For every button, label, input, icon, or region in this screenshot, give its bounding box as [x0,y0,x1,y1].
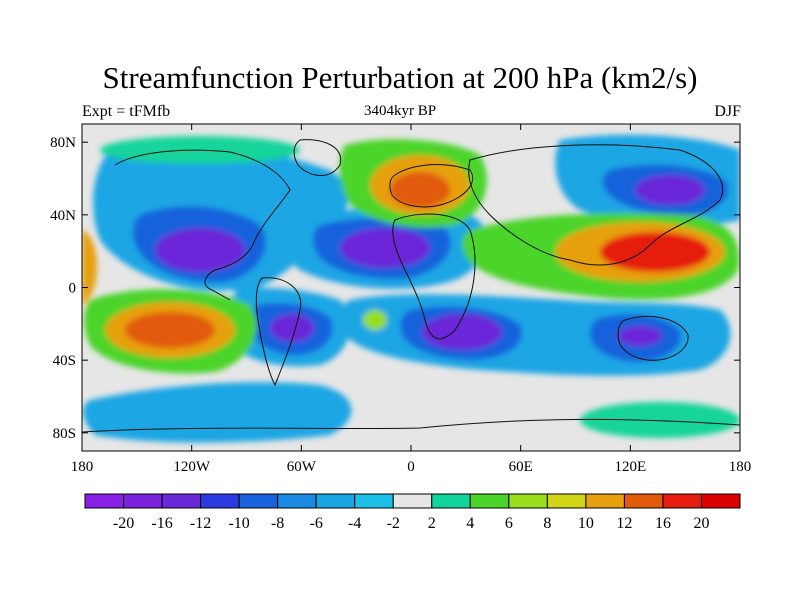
colorbar-label: 10 [578,515,594,532]
streamfunction-field [82,124,740,451]
colorbar-swatch [546,493,587,509]
lon-tick-label: 180 [71,459,94,475]
colorbar-swatch [700,493,741,509]
coast-australia [617,316,689,361]
coast-north-america [114,149,291,301]
colorbar-label: -16 [151,515,172,532]
coast-antarctica [82,418,740,433]
colorbar-label: 8 [543,515,551,532]
colorbar-swatch [277,493,317,509]
coast-africa [392,213,476,340]
experiment-label: Expt = tFMfb [82,103,171,120]
positive-max-asia [600,232,710,272]
colorbar-label: 16 [655,515,671,532]
colorbar-label: 20 [693,515,709,532]
minimum-atlantic [340,228,430,268]
lon-tick-label: 180 [729,459,752,475]
chart-title: Streamfunction Perturbation at 200 hPa (… [102,60,698,95]
positive-max-south-pacific [125,312,215,348]
colorbar-swatch [161,493,202,509]
colorbar-swatch [662,493,702,509]
lat-tick-label: 40S [53,353,76,369]
positive-max-europe [390,172,450,208]
colorbar-swatch [623,493,664,509]
minimum-indian [618,326,662,346]
colorbar-swatch [354,493,394,509]
colorbar-label: 4 [466,515,474,532]
coastlines [82,139,740,433]
lon-tick-label: 60E [509,459,533,475]
lat-tick-label: 0 [69,281,77,297]
lon-tick-label: 60W [287,459,317,475]
colorbar-label: -12 [190,515,211,532]
lat-tick-label: 80N [50,135,76,151]
colorbar-swatch [392,493,433,509]
colorbar-swatch [469,493,510,509]
positive-spot-atlantic [363,310,387,330]
colorbar-label: -20 [113,515,134,532]
colorbar-label: 6 [505,515,513,532]
coast-greenland [293,139,342,176]
colorbar-label: -4 [348,515,361,532]
colorbar-swatch [315,493,356,509]
coast-south-america [255,277,302,387]
colorbar-swatch [123,493,163,509]
coast-europe [389,164,473,208]
colorbar-label: 2 [428,515,436,532]
colorbar-swatch [585,493,625,509]
minimum-north-america [155,228,245,272]
lon-tick-label: 120E [614,459,646,475]
colorbar-swatch [238,493,279,509]
coast-asia [468,144,724,266]
colorbar: -20 -16 -12 -10 -8 -6 -4 -2 2 4 6 8 10 12 16 20 [84,493,741,532]
axis-ticks: 80N 40N 0 40S 80S 180 120W 60W 0 60E 120E 180 [50,124,751,475]
colorbar-label: -6 [310,515,323,532]
time-label: 3404kyr BP [363,103,437,119]
colorbar-swatch [200,493,240,509]
colorbar-label: -8 [271,515,284,532]
lon-tick-label: 0 [407,459,415,475]
minimum-siberia [635,175,705,205]
positive-region-southern-ocean [580,402,740,438]
colorbar-label: 12 [616,515,632,532]
negative-region-polar-south [83,382,352,443]
colorbar-label: -10 [228,515,249,532]
colorbar-swatch [431,493,471,509]
lon-tick-label: 120W [173,459,211,475]
lat-tick-label: 80S [53,426,76,442]
lat-tick-label: 40N [50,208,76,224]
minimum-south-atlantic [422,314,502,350]
colorbar-label: -2 [387,515,400,532]
season-label: DJF [714,103,741,120]
colorbar-swatch [508,493,548,509]
colorbar-swatch [84,493,125,509]
positive-region-north-pacific-edge [82,230,97,305]
minimum-south-america [270,314,314,342]
